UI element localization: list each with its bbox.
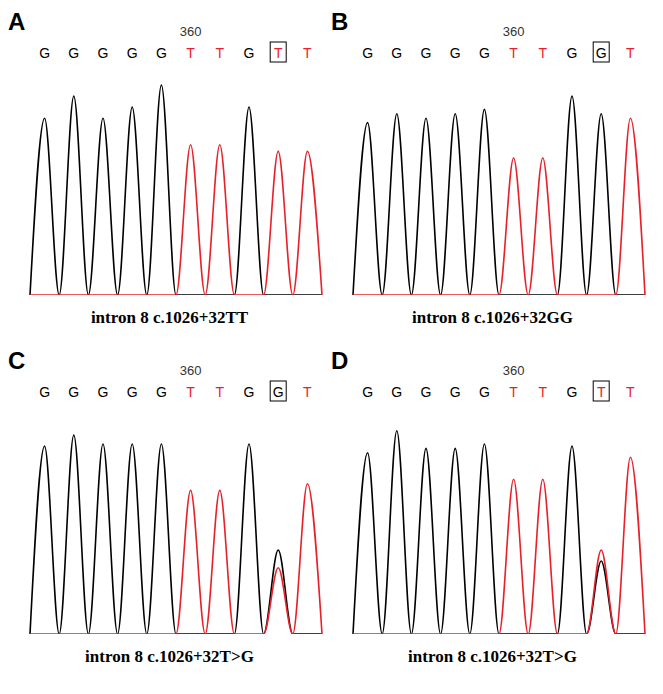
svg-text:G: G: [421, 45, 432, 61]
svg-text:T: T: [274, 45, 283, 61]
svg-text:G: G: [39, 384, 50, 400]
svg-text:G: G: [391, 45, 402, 61]
html-text:intron 8 c.1026+32TT: intron 8 c.1026+32TT: [90, 308, 249, 327]
svg-text:G: G: [98, 384, 109, 400]
svg-text:T: T: [539, 45, 548, 61]
svg-text:360: 360: [180, 363, 202, 378]
svg-text:G: G: [156, 384, 167, 400]
svg-text:G: G: [450, 384, 461, 400]
html-text:intron 8 c.1026+32GG: intron 8 c.1026+32GG: [412, 308, 573, 327]
html-text:intron 8 c.1026+32T>G: intron 8 c.1026+32T>G: [85, 647, 254, 666]
html-text:B: B: [331, 8, 349, 35]
svg-text:G: G: [421, 384, 432, 400]
svg-text:G: G: [567, 45, 578, 61]
svg-text:G: G: [127, 45, 138, 61]
html-text:A: A: [8, 8, 26, 35]
svg-text:T: T: [186, 45, 195, 61]
svg-text:G: G: [450, 45, 461, 61]
svg-text:T: T: [509, 45, 518, 61]
svg-text:360: 360: [503, 24, 525, 39]
svg-text:T: T: [626, 384, 635, 400]
svg-text:G: G: [244, 45, 255, 61]
svg-text:G: G: [244, 384, 255, 400]
svg-text:T: T: [216, 384, 225, 400]
svg-text:G: G: [391, 384, 402, 400]
svg-text:T: T: [186, 384, 195, 400]
svg-text:G: G: [273, 384, 284, 400]
html-text:C: C: [8, 347, 26, 374]
svg-text:T: T: [303, 384, 312, 400]
svg-text:T: T: [597, 384, 606, 400]
svg-text:360: 360: [180, 24, 202, 39]
svg-text:G: G: [156, 45, 167, 61]
svg-text:G: G: [567, 384, 578, 400]
svg-text:G: G: [68, 45, 79, 61]
svg-text:G: G: [127, 384, 138, 400]
html-text:intron 8 c.1026+32T>G: intron 8 c.1026+32T>G: [408, 647, 577, 666]
svg-text:G: G: [479, 45, 490, 61]
svg-text:G: G: [98, 45, 109, 61]
svg-text:T: T: [509, 384, 518, 400]
svg-text:G: G: [362, 45, 373, 61]
html-text:D: D: [331, 347, 349, 374]
svg-text:G: G: [479, 384, 490, 400]
svg-text:T: T: [303, 45, 312, 61]
svg-text:T: T: [216, 45, 225, 61]
svg-text:360: 360: [503, 363, 525, 378]
svg-text:G: G: [39, 45, 50, 61]
svg-text:G: G: [596, 45, 607, 61]
svg-text:T: T: [539, 384, 548, 400]
svg-text:G: G: [362, 384, 373, 400]
svg-text:G: G: [68, 384, 79, 400]
svg-text:T: T: [626, 45, 635, 61]
